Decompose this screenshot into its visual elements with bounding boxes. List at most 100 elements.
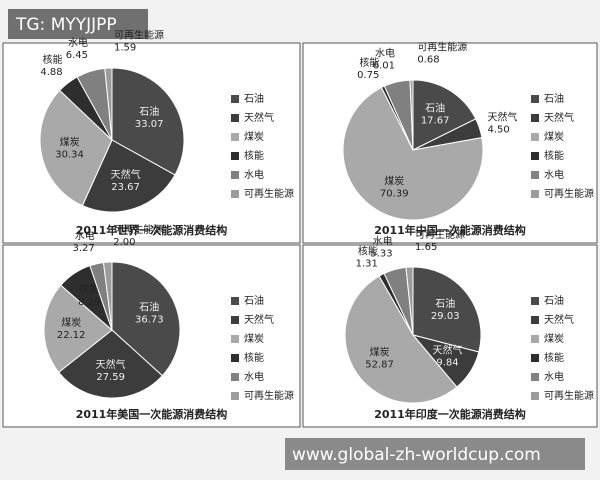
legend-swatch <box>531 335 539 343</box>
legend-label: 核能 <box>544 351 564 364</box>
legend-label: 天然气 <box>244 111 274 124</box>
legend-swatch <box>531 152 539 160</box>
data-label: 0.75 <box>357 70 379 81</box>
legend-label: 可再生能源 <box>244 389 294 402</box>
data-label: 23.67 <box>111 182 140 193</box>
watermark: www.global-zh-worldcup.com <box>292 445 541 465</box>
legend-swatch <box>531 392 539 400</box>
legend-swatch <box>231 335 239 343</box>
data-label-category: 煤炭 <box>370 345 390 358</box>
pie-slice <box>81 139 176 213</box>
pie-slice <box>342 86 484 221</box>
data-label: 1.59 <box>114 42 136 53</box>
data-label: 8.29 <box>78 297 100 308</box>
data-label: 70.39 <box>380 189 409 200</box>
legend-swatch <box>231 297 239 305</box>
legend-swatch <box>531 171 539 179</box>
data-label: 52.87 <box>365 359 394 370</box>
data-label: 1.65 <box>415 242 437 253</box>
pie-slice <box>102 261 113 331</box>
data-label-category: 天然气 <box>111 168 141 181</box>
pie-slice <box>39 89 113 207</box>
pie-slice <box>111 67 185 176</box>
legend-swatch <box>531 190 539 198</box>
pie-slice <box>104 67 113 141</box>
data-label: 4.88 <box>40 67 62 78</box>
legend-swatch <box>531 297 539 305</box>
legend-label: 可再生能源 <box>544 389 594 402</box>
data-label-category: 煤炭 <box>60 135 80 148</box>
legend-label: 煤炭 <box>244 130 264 143</box>
legend-swatch <box>531 354 539 362</box>
chart-title: 2011年印度一次能源消费结构 <box>374 407 526 421</box>
legend-label: 水电 <box>544 168 564 181</box>
legend-swatch <box>531 114 539 122</box>
data-label: 6.01 <box>373 61 395 72</box>
data-label-category: 石油 <box>435 297 455 310</box>
legend-label: 石油 <box>244 92 264 105</box>
legend-label: 可再生能源 <box>244 187 294 200</box>
data-label: 9.84 <box>436 358 458 369</box>
legend-label: 煤炭 <box>544 130 564 143</box>
legend-swatch <box>231 354 239 362</box>
pie-slice <box>58 329 164 399</box>
data-label: 17.67 <box>421 115 450 126</box>
legend-swatch <box>531 95 539 103</box>
legend-swatch <box>231 133 239 141</box>
pie-slice <box>111 261 181 377</box>
data-label: 22.12 <box>57 330 86 341</box>
data-label-category: 煤炭 <box>384 175 404 188</box>
legend-label: 煤炭 <box>544 332 564 345</box>
data-label-category: 可再生能源 <box>114 28 164 41</box>
pie-slice <box>344 275 458 404</box>
pie-slice <box>412 266 482 353</box>
data-label-category: 天然气 <box>96 358 126 371</box>
data-label-category: 可再生能源 <box>415 228 465 241</box>
legend-label: 可再生能源 <box>544 187 594 200</box>
legend-label: 水电 <box>244 168 264 181</box>
data-label-category: 核能 <box>359 56 379 69</box>
legend-label: 水电 <box>544 370 564 383</box>
legend-label: 天然气 <box>544 111 574 124</box>
legend-swatch <box>231 392 239 400</box>
data-label-category: 核能 <box>43 53 63 66</box>
data-label: 6.45 <box>66 50 88 61</box>
data-label: 5.33 <box>370 249 392 260</box>
legend-swatch <box>231 373 239 381</box>
data-label: 0.68 <box>417 55 439 66</box>
legend-label: 核能 <box>244 149 264 162</box>
data-label-category: 可再生能源 <box>417 41 467 54</box>
data-label-category: 水电 <box>68 36 88 49</box>
legend-swatch <box>231 114 239 122</box>
pie-slice <box>43 284 113 373</box>
legend-swatch <box>231 95 239 103</box>
legend-label: 水电 <box>244 370 264 383</box>
pie-slice <box>405 266 414 336</box>
legend-label: 煤炭 <box>244 332 264 345</box>
legend-swatch <box>531 133 539 141</box>
data-label-category: 石油 <box>139 105 159 118</box>
watermark-box <box>8 9 148 39</box>
pie-slice <box>412 79 477 151</box>
data-label: 1.31 <box>356 258 378 269</box>
legend-label: 天然气 <box>244 313 274 326</box>
data-label: 30.34 <box>55 149 84 160</box>
data-label-category: 核能 <box>358 244 378 257</box>
data-label-category: 水电 <box>375 47 395 60</box>
data-label-category: 石油 <box>425 101 445 114</box>
data-label-category: 核能 <box>79 283 99 296</box>
data-label: 27.59 <box>96 372 125 383</box>
legend-label: 石油 <box>244 294 264 307</box>
data-label-category: 水电 <box>75 229 95 242</box>
chart-title: 2011年中国一次能源消费结构 <box>374 223 526 237</box>
data-label: 36.73 <box>135 314 164 325</box>
data-label-category: 天然气 <box>487 110 517 123</box>
pie-slice <box>409 79 414 151</box>
data-label: 3.27 <box>72 243 94 254</box>
watermark: TG: MYYJJPP <box>15 15 117 35</box>
legend-label: 天然气 <box>544 313 574 326</box>
data-label: 29.03 <box>431 311 460 322</box>
data-label-category: 煤炭 <box>61 316 81 329</box>
data-label: 2.00 <box>113 237 135 248</box>
